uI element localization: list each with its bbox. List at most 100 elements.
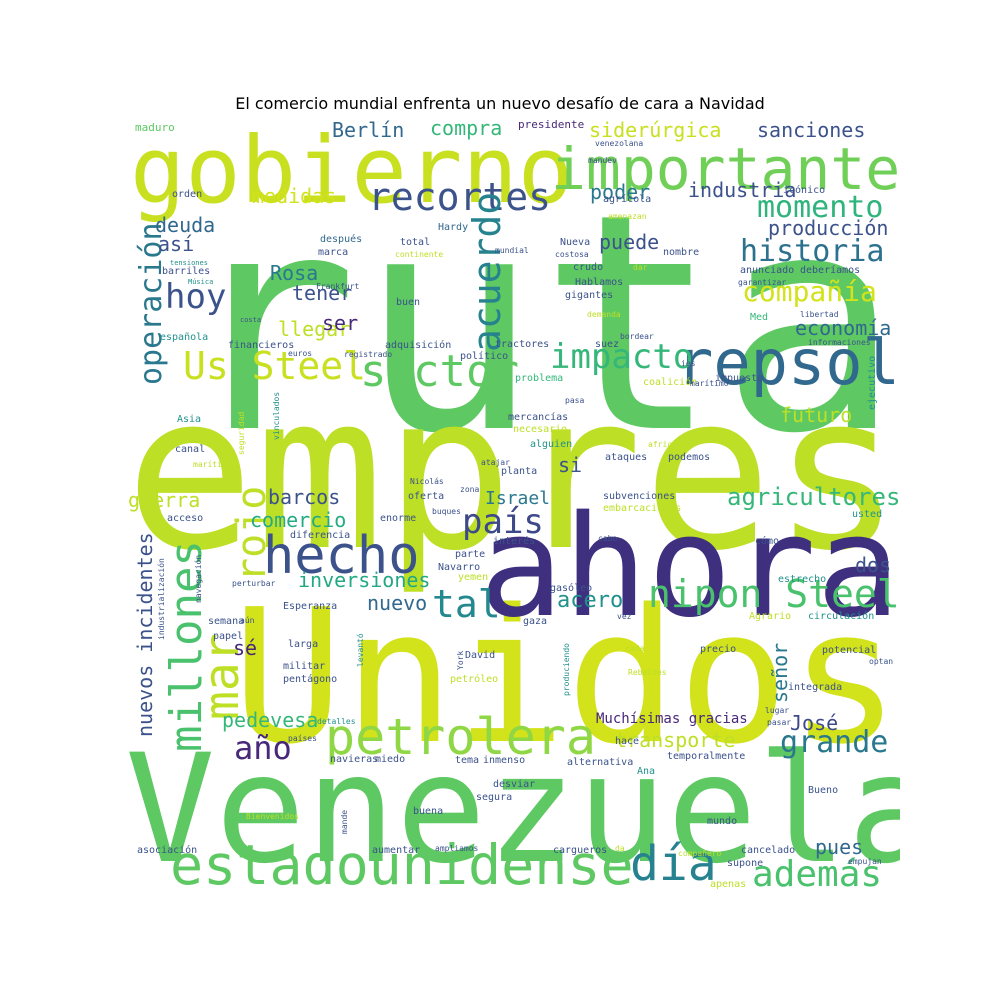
cloud-word: York	[456, 650, 465, 670]
cloud-word: Med	[750, 312, 769, 323]
cloud-word: suez	[595, 339, 620, 350]
cloud-word: circulación	[808, 611, 875, 622]
cloud-word: Rebeldes	[628, 668, 667, 677]
cloud-word: hoy	[165, 277, 227, 317]
word-cloud: rutaempresaUnidosVenezuelaahoragobiernoi…	[125, 118, 900, 893]
cloud-word: buques	[432, 507, 461, 516]
cloud-word: comercio	[250, 508, 347, 532]
cloud-word: presidente	[518, 118, 585, 131]
cloud-word: empresa	[125, 347, 900, 598]
cloud-word: miedo	[375, 754, 406, 765]
cloud-word: papel	[213, 631, 244, 642]
cloud-word: enorme	[380, 513, 417, 524]
cloud-word: ataques	[605, 452, 648, 463]
cloud-word: precio	[700, 644, 737, 655]
cloud-word: perturbar	[232, 579, 276, 588]
cloud-word: después	[320, 234, 363, 245]
cloud-word: Asia	[177, 414, 202, 425]
cloud-word: estadounidense	[170, 833, 634, 893]
cloud-word: necesario	[513, 424, 568, 435]
cloud-word: podemos	[668, 452, 711, 463]
cloud-word: mercancías	[508, 412, 569, 423]
cloud-word: marítimo	[690, 379, 729, 388]
cloud-word: gigantes	[565, 290, 614, 301]
cloud-word: navegación	[194, 554, 203, 603]
cloud-word: informaciones	[808, 338, 871, 347]
cloud-word: pasar	[767, 718, 792, 727]
cloud-word: libertad	[800, 310, 839, 319]
cloud-word: Venezuela	[125, 723, 900, 893]
cloud-word: ampliamos	[435, 844, 479, 853]
cloud-word: integrada	[788, 682, 843, 693]
cloud-word: garantizar	[738, 278, 787, 287]
cloud-word: petrolera	[325, 708, 596, 766]
cloud-word: diferencia	[290, 530, 351, 541]
cloud-word: David	[465, 650, 496, 661]
cloud-word: icónico	[783, 185, 826, 196]
cloud-word: inmenso	[483, 755, 526, 766]
cloud-word: euros	[288, 349, 313, 358]
cloud-word: transporte	[615, 728, 736, 752]
cloud-word: grande	[780, 725, 889, 760]
cloud-word: navieras	[330, 754, 379, 765]
cloud-word: alternativa	[567, 757, 634, 768]
cloud-word: amenazan	[608, 212, 647, 221]
cloud-word: producción	[768, 216, 889, 240]
cloud-word: larga	[288, 639, 319, 650]
cloud-word: mandev	[588, 156, 617, 165]
cloud-word: interés	[493, 536, 536, 547]
cloud-word: ser	[322, 311, 359, 335]
cloud-word: ies	[681, 359, 696, 368]
cloud-word: dar	[633, 263, 648, 272]
cloud-word: adquisición	[385, 340, 452, 351]
cloud-word: orden	[172, 189, 203, 200]
cloud-word: optan	[869, 657, 894, 666]
cloud-word: Berlín	[332, 118, 405, 142]
cloud-word: pentágono	[283, 674, 338, 685]
cloud-word: cada	[625, 644, 645, 653]
cloud-word: agricultores	[727, 483, 900, 511]
cloud-word: Unidos	[232, 569, 900, 785]
cloud-word: José	[790, 711, 839, 735]
cloud-word: vez	[617, 612, 632, 621]
cloud-word: desviar	[493, 779, 536, 790]
cloud-word: Us Steel	[183, 344, 367, 388]
cloud-word: Música	[188, 278, 214, 286]
cloud-word: venezolana	[595, 139, 644, 148]
cloud-word: anunciado	[740, 265, 795, 276]
cloud-word: Hardy	[438, 222, 469, 233]
cloud-word: Rosa	[270, 261, 319, 285]
cloud-word: nuevo	[367, 591, 428, 615]
cloud-word: zona	[460, 485, 480, 494]
cloud-word: cabo	[598, 534, 618, 543]
cloud-word: Israel	[485, 488, 551, 509]
cloud-word: momento	[757, 190, 884, 225]
cloud-word: además	[752, 854, 883, 893]
cloud-word: rojo	[229, 485, 275, 582]
cloud-word: española	[160, 332, 209, 343]
cloud-word: seguridad	[237, 411, 246, 455]
cloud-word: supone	[727, 858, 764, 869]
cloud-word: Agrario	[749, 611, 792, 622]
cloud-word: guerra	[128, 488, 201, 512]
cloud-word: así	[158, 232, 195, 256]
cloud-word: año	[234, 729, 292, 767]
cloud-word: compañero	[678, 849, 722, 858]
cloud-word: militar	[283, 661, 326, 672]
cloud-word: industria	[688, 178, 797, 202]
cloud-word: Nueva	[560, 237, 591, 248]
cloud-word: Muchísimas gracias	[596, 711, 748, 727]
cloud-word: aún	[240, 616, 255, 625]
cloud-word: Navarro	[438, 562, 481, 573]
cloud-word: cargueros	[553, 845, 608, 856]
cloud-word: pues	[815, 835, 864, 859]
cloud-word: dos	[855, 553, 892, 577]
cloud-word: mande	[340, 809, 349, 834]
cloud-word: oferta	[408, 491, 445, 502]
cloud-word: da	[615, 844, 625, 853]
cloud-word: subvenciones	[603, 491, 676, 502]
cloud-word: usted	[852, 509, 883, 520]
cloud-word: demanda	[587, 310, 621, 319]
cloud-word: canal	[175, 444, 206, 455]
cloud-word: buen	[396, 297, 421, 308]
